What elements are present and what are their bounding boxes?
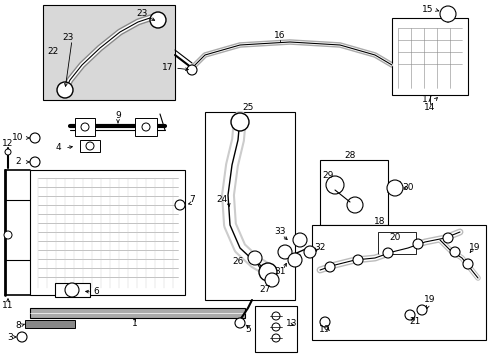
Circle shape bbox=[386, 180, 402, 196]
Circle shape bbox=[186, 65, 197, 75]
Circle shape bbox=[404, 310, 414, 320]
Text: 3: 3 bbox=[7, 333, 13, 342]
Circle shape bbox=[304, 246, 315, 258]
Text: 31: 31 bbox=[274, 267, 285, 276]
Circle shape bbox=[30, 133, 40, 143]
Circle shape bbox=[292, 233, 306, 247]
Text: 7: 7 bbox=[189, 195, 195, 204]
Text: 19: 19 bbox=[424, 296, 435, 305]
Bar bbox=[80, 140, 100, 152]
Circle shape bbox=[271, 312, 280, 320]
Circle shape bbox=[259, 263, 276, 281]
Bar bbox=[311, 225, 485, 340]
Text: 6: 6 bbox=[93, 288, 99, 297]
Circle shape bbox=[247, 251, 262, 265]
Circle shape bbox=[416, 305, 426, 315]
Circle shape bbox=[382, 248, 392, 258]
Circle shape bbox=[57, 82, 73, 98]
Circle shape bbox=[30, 157, 40, 167]
Bar bbox=[377, 232, 415, 254]
Circle shape bbox=[142, 123, 150, 131]
Text: 4: 4 bbox=[55, 144, 61, 153]
Text: 2: 2 bbox=[15, 158, 21, 166]
Bar bbox=[254, 306, 296, 352]
Circle shape bbox=[264, 273, 279, 287]
Text: 14: 14 bbox=[424, 104, 435, 112]
Bar bbox=[55, 283, 90, 297]
Circle shape bbox=[17, 332, 27, 342]
Circle shape bbox=[175, 200, 184, 210]
Text: 11: 11 bbox=[2, 302, 14, 310]
Text: 23: 23 bbox=[62, 33, 74, 42]
Text: 1: 1 bbox=[132, 319, 138, 328]
Text: 13: 13 bbox=[285, 320, 297, 328]
Bar bbox=[30, 308, 244, 318]
Circle shape bbox=[4, 231, 12, 239]
Text: 33: 33 bbox=[274, 228, 285, 237]
Text: 10: 10 bbox=[12, 134, 24, 143]
Text: 16: 16 bbox=[274, 31, 285, 40]
Circle shape bbox=[86, 142, 94, 150]
Circle shape bbox=[449, 247, 459, 257]
Circle shape bbox=[352, 255, 362, 265]
Text: 8: 8 bbox=[15, 320, 21, 329]
Circle shape bbox=[278, 245, 291, 259]
Text: 21: 21 bbox=[408, 318, 420, 327]
Circle shape bbox=[319, 317, 329, 327]
Text: 29: 29 bbox=[322, 171, 333, 180]
Bar bbox=[30, 170, 184, 295]
Circle shape bbox=[287, 253, 302, 267]
Text: 9: 9 bbox=[115, 112, 121, 121]
Circle shape bbox=[325, 176, 343, 194]
Circle shape bbox=[150, 12, 165, 28]
Text: 12: 12 bbox=[2, 139, 14, 148]
Circle shape bbox=[412, 239, 422, 249]
Text: 18: 18 bbox=[373, 216, 385, 225]
Bar bbox=[43, 5, 175, 100]
Text: 27: 27 bbox=[259, 285, 270, 294]
Circle shape bbox=[271, 334, 280, 342]
Circle shape bbox=[230, 113, 248, 131]
Text: 19: 19 bbox=[468, 243, 480, 252]
Bar bbox=[75, 118, 95, 136]
Circle shape bbox=[462, 259, 472, 269]
Text: 17: 17 bbox=[421, 95, 433, 104]
Text: 25: 25 bbox=[242, 104, 253, 112]
Bar bbox=[319, 160, 387, 225]
Text: 30: 30 bbox=[402, 184, 413, 193]
Bar bbox=[391, 18, 467, 95]
Text: 26: 26 bbox=[232, 257, 243, 266]
Circle shape bbox=[439, 6, 455, 22]
Circle shape bbox=[325, 262, 334, 272]
Bar bbox=[135, 118, 157, 136]
Circle shape bbox=[5, 149, 11, 155]
Text: 17: 17 bbox=[162, 63, 173, 72]
Circle shape bbox=[442, 233, 452, 243]
Text: 23: 23 bbox=[136, 9, 147, 18]
Text: 20: 20 bbox=[388, 234, 400, 243]
Circle shape bbox=[346, 197, 362, 213]
Circle shape bbox=[235, 318, 244, 328]
Text: 19: 19 bbox=[319, 325, 330, 334]
Text: 24: 24 bbox=[216, 195, 227, 204]
Text: 5: 5 bbox=[244, 325, 250, 334]
Bar bbox=[25, 320, 75, 328]
Text: 15: 15 bbox=[421, 5, 433, 14]
Circle shape bbox=[271, 323, 280, 331]
Circle shape bbox=[65, 283, 79, 297]
Circle shape bbox=[81, 123, 89, 131]
Text: 28: 28 bbox=[344, 152, 355, 161]
Bar bbox=[204, 112, 294, 300]
Text: 32: 32 bbox=[314, 243, 325, 252]
Text: 22: 22 bbox=[47, 48, 59, 57]
